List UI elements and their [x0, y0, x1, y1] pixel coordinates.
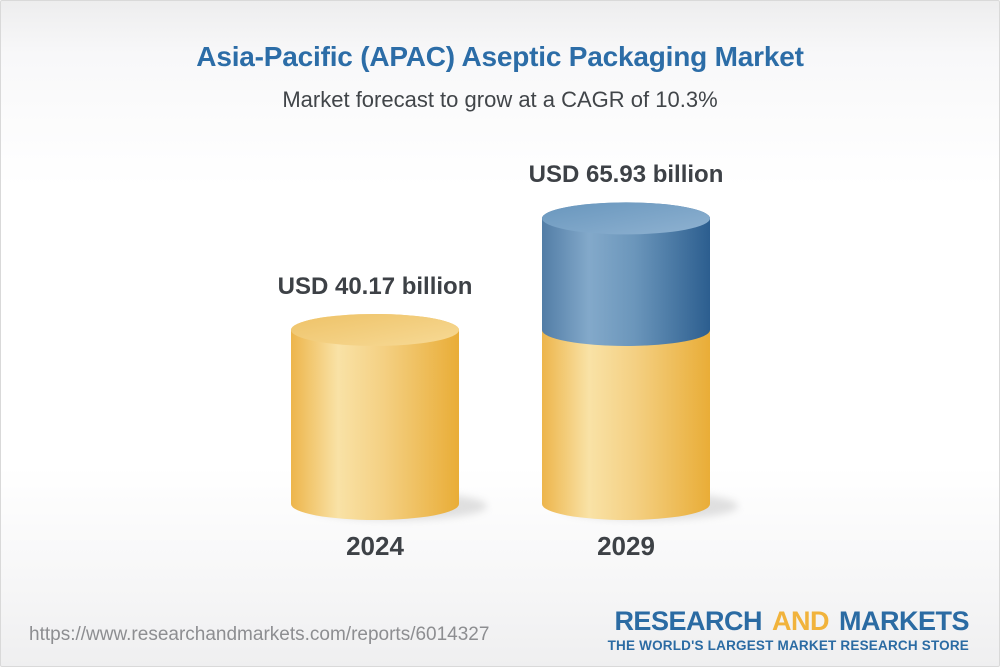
cylinder-top-2024 [291, 313, 459, 346]
logo-wordmark: RESEARCH AND MARKETS [608, 607, 969, 635]
report-url-link[interactable]: https://www.researchandmarkets.com/repor… [29, 624, 490, 645]
logo-word-research: RESEARCH [614, 606, 762, 636]
value-label-2024: USD 40.17 billion [277, 272, 473, 300]
chart-subtitle: Market forecast to grow at a CAGR of 10.… [282, 87, 718, 112]
cylinder-top-2029 [542, 202, 710, 235]
footer: https://www.researchandmarkets.com/repor… [1, 594, 999, 666]
year-label-2024: 2024 [346, 531, 404, 561]
logo-word-markets: MARKETS [839, 606, 970, 636]
cylinder-segment-2029-base [542, 313, 710, 520]
logo-word-and: AND [771, 606, 830, 636]
year-label-2029: 2029 [597, 531, 655, 561]
research-and-markets-logo: RESEARCH AND MARKETS THE WORLD'S LARGEST… [607, 607, 970, 653]
chart-title: Asia-Pacific (APAC) Aseptic Packaging Ma… [196, 41, 804, 72]
value-label-2029: USD 65.93 billion [528, 161, 724, 189]
cylinder-segment-2024-base [291, 313, 459, 520]
cylinder-segment-2029-growth [542, 202, 710, 346]
logo-tagline: THE WORLD'S LARGEST MARKET RESEARCH STOR… [607, 638, 969, 653]
chart-header: Asia-Pacific (APAC) Aseptic Packaging Ma… [1, 41, 999, 113]
